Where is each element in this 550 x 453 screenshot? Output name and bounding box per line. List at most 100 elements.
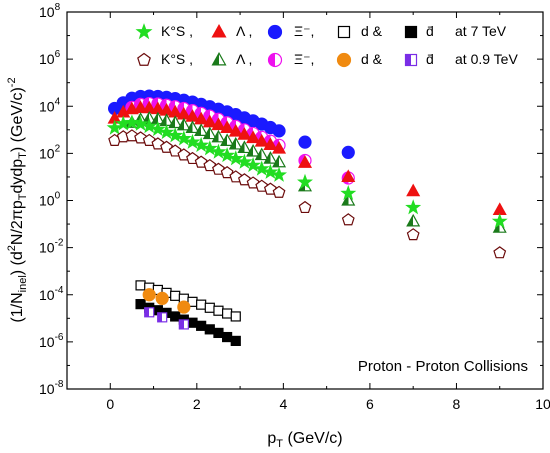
point-lambda09 (237, 140, 252, 154)
point-kaon7 (132, 115, 149, 131)
point-xi7 (272, 124, 286, 138)
point-d7 (196, 299, 207, 310)
legend-marker-dbar7 (404, 25, 418, 39)
point-kaon7 (149, 120, 166, 137)
point-dbar7 (196, 320, 207, 331)
point-d7 (170, 290, 181, 301)
point-kaon09 (125, 129, 139, 142)
point-kaon09 (272, 185, 286, 198)
y-tick-label: 10-6 (39, 332, 64, 350)
point-lambda09 (176, 117, 191, 131)
point-lambda09 (211, 129, 226, 143)
point-lambda7 (246, 130, 261, 144)
legend-label: at 7 TeV (455, 23, 507, 39)
point-kaon7 (123, 114, 140, 130)
x-tick-label: 10 (535, 396, 550, 412)
point-lambda7 (263, 137, 278, 150)
x-tick-label: 2 (193, 396, 201, 412)
legend-label: Ξ⁻, (294, 51, 314, 67)
legend-label: d & (361, 51, 383, 67)
point-lambda09 (406, 213, 421, 227)
point-dbar09 (157, 312, 168, 323)
legend-label: K°S , (161, 51, 193, 67)
x-tick-label: 8 (453, 396, 461, 412)
y-tick-label: 102 (39, 143, 61, 161)
legend-marker-xi09 (267, 52, 283, 68)
point-kaon7 (201, 140, 218, 156)
point-lambda7 (211, 117, 226, 131)
point-dbar09 (144, 307, 155, 318)
point-dbar09 (178, 319, 189, 330)
x-axis-label: pT (GeV/c) (267, 430, 342, 450)
legend-marker-lambda7 (211, 23, 227, 38)
legend-label: Λ , (236, 23, 252, 39)
point-kaon7 (141, 117, 158, 134)
legend-label: d̄ (426, 23, 434, 39)
point-lambda09 (254, 147, 269, 161)
y-tick-label: 108 (39, 2, 61, 20)
point-lambda7 (254, 133, 269, 147)
point-kaon7 (405, 199, 422, 215)
legend-label: at 0.9 TeV (455, 51, 518, 67)
x-tick-label: 6 (366, 396, 374, 412)
point-kaon7 (106, 119, 123, 135)
legend-marker-xi7 (267, 24, 283, 40)
point-kaon7 (245, 156, 262, 173)
legend-marker-d09 (336, 52, 352, 68)
y-tick-label: 104 (39, 96, 61, 114)
point-d7 (213, 305, 224, 316)
point-lambda09 (263, 151, 278, 164)
point-xi7 (341, 145, 355, 159)
point-kaon7 (167, 127, 184, 143)
y-axis-label: (1/Ninel) (d2N/2πpTdydpT) (GeV/c)-2 (6, 77, 29, 322)
y-tick-label: 10-2 (39, 238, 64, 256)
point-dbar7 (222, 331, 233, 343)
point-lambda09 (341, 192, 356, 206)
point-lambda09 (194, 123, 209, 136)
y-tick-label: 100 (39, 191, 61, 209)
point-kaon7 (271, 166, 288, 182)
y-tick-label: 106 (39, 49, 61, 67)
legend-label: d̄ (426, 51, 434, 67)
data-marks (106, 89, 508, 346)
point-lambda7 (237, 127, 252, 140)
series-kaon09 (108, 129, 507, 259)
legend-label: K°S , (161, 23, 193, 39)
x-tick-label: 4 (279, 396, 287, 412)
legend-label: d & (361, 23, 383, 39)
point-dbar7 (204, 324, 215, 335)
point-lambda7 (341, 169, 356, 183)
point-lambda09 (228, 136, 243, 150)
plot-frame (66, 11, 544, 390)
point-kaon7 (184, 133, 201, 149)
point-kaon7 (340, 185, 357, 201)
point-d7 (222, 308, 233, 319)
point-lambda09 (246, 143, 261, 157)
legend-marker-dbar09 (404, 53, 418, 67)
point-kaon7 (262, 163, 279, 179)
point-dbar7 (135, 299, 146, 310)
point-lambda7 (406, 183, 421, 197)
point-dbar7 (230, 335, 241, 346)
series-xi7 (107, 89, 355, 159)
point-kaon09 (341, 213, 355, 226)
legend-marker-kaon09 (137, 52, 151, 66)
point-kaon7 (175, 130, 192, 146)
legend-marker-lambda09 (211, 51, 227, 66)
point-kaon7 (193, 136, 210, 153)
point-kaon09 (406, 228, 420, 241)
point-d7 (230, 311, 241, 322)
point-d7 (135, 280, 146, 291)
point-kaon7 (236, 153, 253, 169)
point-lambda09 (185, 120, 200, 134)
point-lambda7 (297, 155, 313, 168)
legend-marker-d7 (337, 25, 351, 39)
point-kaon7 (491, 213, 508, 229)
point-dbar7 (213, 327, 224, 339)
series-kaon7 (106, 114, 508, 229)
point-kaon7 (158, 123, 175, 140)
point-lambda7 (220, 120, 235, 134)
point-lambda7 (272, 141, 287, 154)
point-d09 (177, 300, 191, 314)
